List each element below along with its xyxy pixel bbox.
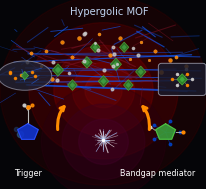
Circle shape: [0, 0, 206, 185]
Polygon shape: [92, 44, 97, 50]
Polygon shape: [81, 57, 92, 68]
Polygon shape: [119, 42, 128, 52]
FancyBboxPatch shape: [158, 63, 205, 95]
FancyArrowPatch shape: [57, 107, 64, 129]
Polygon shape: [155, 124, 175, 139]
Polygon shape: [21, 71, 28, 80]
Circle shape: [29, 23, 177, 159]
Text: Bandgap mediator: Bandgap mediator: [119, 169, 194, 178]
Polygon shape: [125, 82, 130, 88]
Polygon shape: [69, 82, 75, 88]
Polygon shape: [90, 42, 99, 53]
Polygon shape: [123, 80, 132, 91]
Polygon shape: [137, 69, 143, 75]
Polygon shape: [112, 61, 118, 68]
Circle shape: [78, 119, 128, 164]
FancyArrowPatch shape: [142, 107, 149, 129]
Circle shape: [84, 74, 122, 108]
Polygon shape: [100, 78, 106, 84]
Polygon shape: [52, 64, 63, 76]
Polygon shape: [135, 66, 145, 78]
Circle shape: [62, 104, 144, 180]
Text: Hypergolic MOF: Hypergolic MOF: [70, 7, 148, 17]
Polygon shape: [121, 44, 126, 50]
Circle shape: [54, 45, 152, 136]
Polygon shape: [55, 67, 61, 73]
Polygon shape: [179, 76, 184, 82]
Polygon shape: [110, 58, 121, 70]
Polygon shape: [98, 75, 108, 87]
Circle shape: [72, 62, 134, 119]
Polygon shape: [18, 124, 38, 139]
Ellipse shape: [0, 61, 52, 90]
Polygon shape: [84, 59, 89, 66]
Polygon shape: [176, 74, 186, 85]
Circle shape: [41, 85, 165, 189]
Polygon shape: [67, 80, 77, 91]
Text: Trigger: Trigger: [14, 169, 42, 178]
